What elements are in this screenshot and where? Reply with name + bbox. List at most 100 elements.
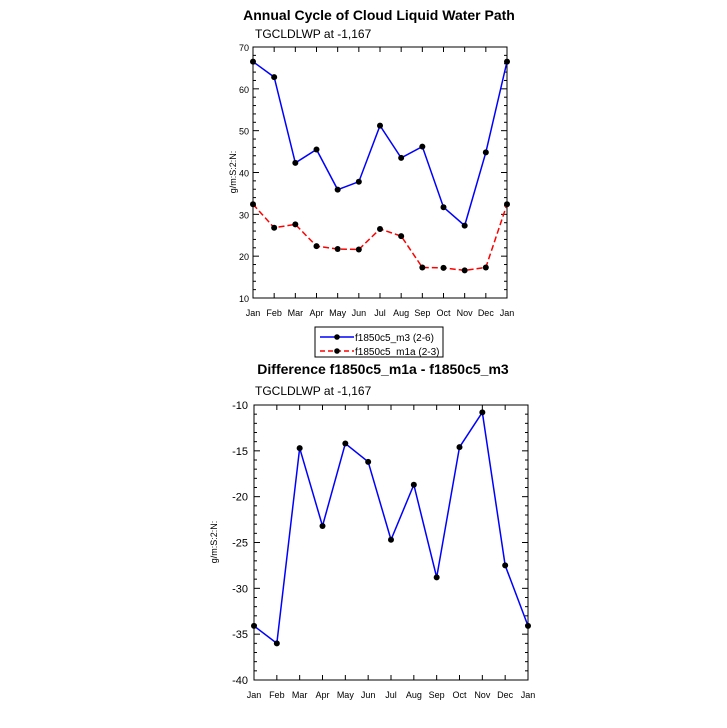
data-point	[292, 221, 299, 228]
x-tick-label: Mar	[292, 690, 308, 700]
panel-difference: Difference f1850c5_m1a - f1850c5_m3 TGCL…	[209, 361, 535, 700]
legend-marker-m1a	[334, 348, 340, 354]
axes: Jan Feb Mar Apr May Jun Jul Aug Sep Oct Nov Dec Jan -…	[232, 400, 535, 700]
x-tick-label: Mar	[288, 308, 304, 318]
legend-marker-m3	[334, 334, 340, 340]
data-point	[398, 233, 405, 240]
data-point	[502, 562, 509, 569]
y-tick-label: -40	[232, 675, 248, 687]
data-point	[271, 74, 278, 81]
y-tick-label: -20	[232, 492, 248, 504]
data-point	[313, 243, 320, 250]
x-tick-label: Jul	[374, 308, 386, 318]
x-tick-label: Jan	[521, 690, 536, 700]
data-point	[292, 159, 299, 166]
data-point	[479, 409, 486, 416]
x-tick-label: Jan	[500, 308, 515, 318]
y-tick-label: -25	[232, 538, 248, 550]
y-tick-label: -15	[232, 446, 248, 458]
x-tick-label: Apr	[309, 308, 323, 318]
data-point	[525, 622, 531, 629]
x-tick-label: Feb	[266, 308, 282, 318]
y-tick-label: 20	[239, 252, 249, 262]
x-tick-label: Aug	[406, 690, 422, 700]
data-point	[296, 445, 303, 452]
y-tick-label: 10	[239, 294, 249, 304]
data-point	[419, 264, 426, 271]
axes: Jan Feb Mar Apr May Jun Jul Aug Sep Oct Nov Dec Jan 1…	[239, 43, 514, 318]
x-tick-label: Jul	[385, 690, 397, 700]
y-tick-label: -35	[232, 629, 248, 641]
chart-subtitle: TGCLDLWP at -1,167	[255, 27, 372, 41]
chart-title: Annual Cycle of Cloud Liquid Water Path	[243, 7, 515, 23]
x-tick-label: Nov	[457, 308, 474, 318]
chart-title: Difference f1850c5_m1a - f1850c5_m3	[257, 361, 509, 377]
y-tick-label: 30	[239, 210, 249, 220]
data-point	[504, 58, 510, 65]
x-tick-label: Jun	[361, 690, 376, 700]
data-point	[456, 444, 463, 451]
x-tick-label: May	[329, 308, 347, 318]
legend: f1850c5_m3 (2-6) f1850c5_m1a (2-3)	[314, 326, 444, 358]
data-point	[365, 458, 372, 465]
x-tick-label: Aug	[393, 308, 409, 318]
y-tick-label: -30	[232, 583, 248, 595]
x-tick-label: Jan	[247, 690, 262, 700]
data-point	[377, 122, 383, 129]
data-point	[377, 225, 383, 232]
series-line-0	[253, 410, 529, 645]
plot-frame	[252, 46, 508, 299]
data-point	[251, 622, 257, 629]
data-point	[440, 204, 447, 211]
x-tick-label: Jun	[352, 308, 367, 318]
data-point	[273, 640, 280, 647]
data-point	[461, 267, 468, 274]
data-point	[440, 264, 447, 271]
data-point	[271, 224, 278, 231]
x-tick-label: Nov	[474, 690, 491, 700]
y-tick-label: 70	[239, 43, 249, 53]
y-tick-label: 60	[239, 85, 249, 95]
data-point	[334, 246, 341, 253]
data-point	[250, 201, 256, 208]
series-line-1	[252, 203, 508, 272]
x-tick-label: Dec	[478, 308, 495, 318]
data-point	[313, 146, 320, 153]
y-axis-label: g/m:S:2:N:	[228, 151, 238, 194]
y-tick-label: 40	[239, 169, 249, 179]
data-point	[355, 178, 362, 185]
series-group	[251, 409, 531, 647]
data-point	[250, 58, 256, 65]
data-point	[355, 246, 362, 253]
legend-label-m1a: f1850c5_m1a (2-3)	[355, 347, 440, 358]
data-point	[482, 149, 489, 156]
data-point	[342, 440, 349, 447]
x-tick-label: Sep	[414, 308, 430, 318]
x-tick-label: Apr	[315, 690, 329, 700]
data-point	[319, 523, 326, 529]
x-tick-label: Oct	[452, 690, 467, 700]
y-axis-label: g/m:S:2:N:	[209, 521, 219, 564]
data-point	[504, 201, 510, 208]
x-tick-label: Feb	[269, 690, 285, 700]
x-tick-label: Jan	[246, 308, 261, 318]
series-line-0	[252, 61, 508, 227]
data-point	[419, 143, 426, 150]
chart-subtitle: TGCLDLWP at -1,167	[255, 384, 372, 398]
data-point	[482, 264, 489, 271]
data-point	[398, 154, 405, 161]
legend-label-m3: f1850c5_m3 (2-6)	[355, 333, 434, 344]
x-tick-label: Sep	[429, 690, 445, 700]
panel-annual-cycle: Annual Cycle of Cloud Liquid Water Path …	[228, 7, 515, 318]
data-point	[410, 481, 417, 488]
series-group	[250, 58, 510, 274]
x-tick-label: May	[337, 690, 355, 700]
x-tick-label: Oct	[436, 308, 451, 318]
data-point	[334, 186, 341, 193]
y-tick-label: -10	[232, 400, 248, 412]
data-point	[433, 574, 440, 581]
data-point	[388, 536, 394, 543]
x-tick-label: Dec	[497, 690, 514, 700]
data-point	[461, 222, 468, 229]
